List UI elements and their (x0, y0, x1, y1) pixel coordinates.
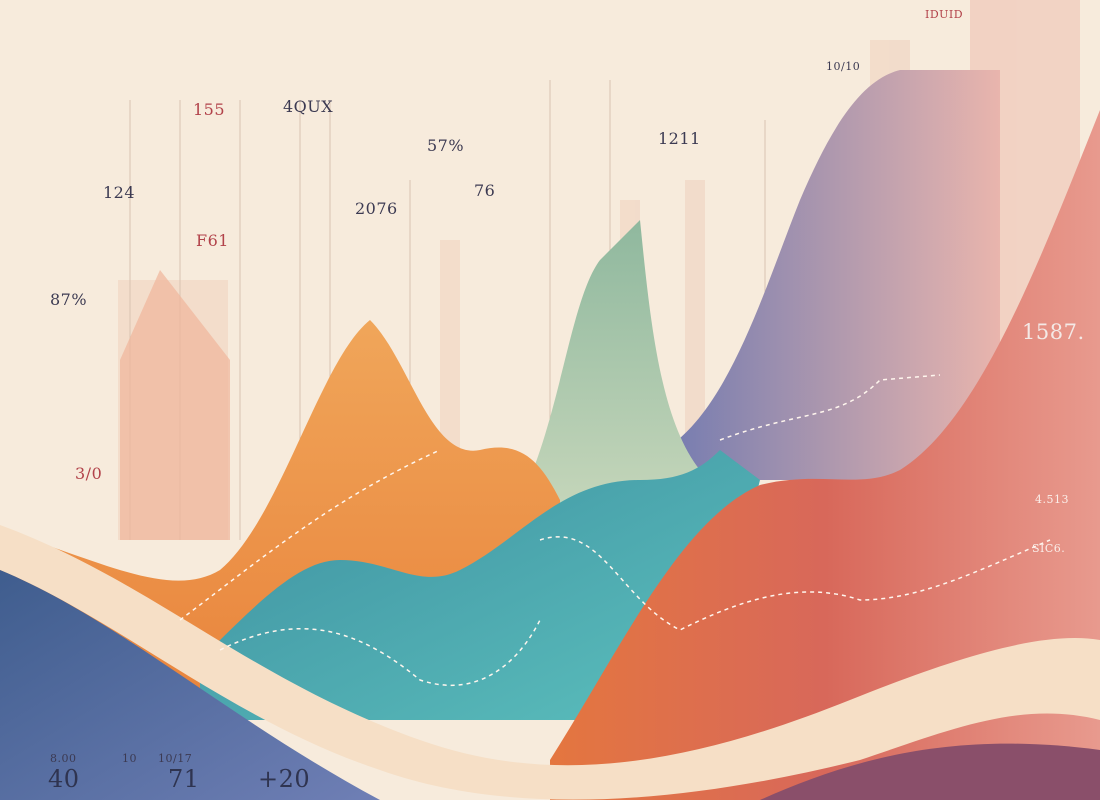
label: 76 (474, 181, 496, 200)
trend-line (179, 374, 1051, 686)
ribbon-cream (0, 525, 1100, 800)
footer-small: 10/17 (158, 752, 193, 765)
area-green (520, 220, 700, 520)
label: SIC6. (1032, 542, 1066, 555)
footer-big: 71 (168, 765, 200, 793)
area-red (550, 110, 1100, 800)
label: 1587. (1022, 320, 1085, 344)
label: 57% (427, 136, 465, 155)
label: 87% (50, 290, 88, 309)
label: 2076 (355, 199, 398, 218)
label: 10/10 (826, 60, 861, 73)
footer-small: 10 (122, 752, 137, 765)
footer-small: 8.00 (50, 752, 77, 765)
footer-big: +20 (258, 765, 311, 793)
label: 3/0 (75, 464, 103, 483)
label: IDUID (925, 8, 964, 21)
label: 124 (103, 183, 136, 202)
area-pink (120, 270, 230, 540)
label: 1211 (658, 129, 701, 148)
area-plum (760, 743, 1100, 800)
label: 4QUX (283, 97, 334, 116)
area-blue (0, 570, 380, 800)
label: 155 (193, 100, 226, 119)
label: F61 (196, 231, 229, 250)
label: 4.513 (1035, 493, 1069, 506)
footer-big: 40 (48, 765, 80, 793)
